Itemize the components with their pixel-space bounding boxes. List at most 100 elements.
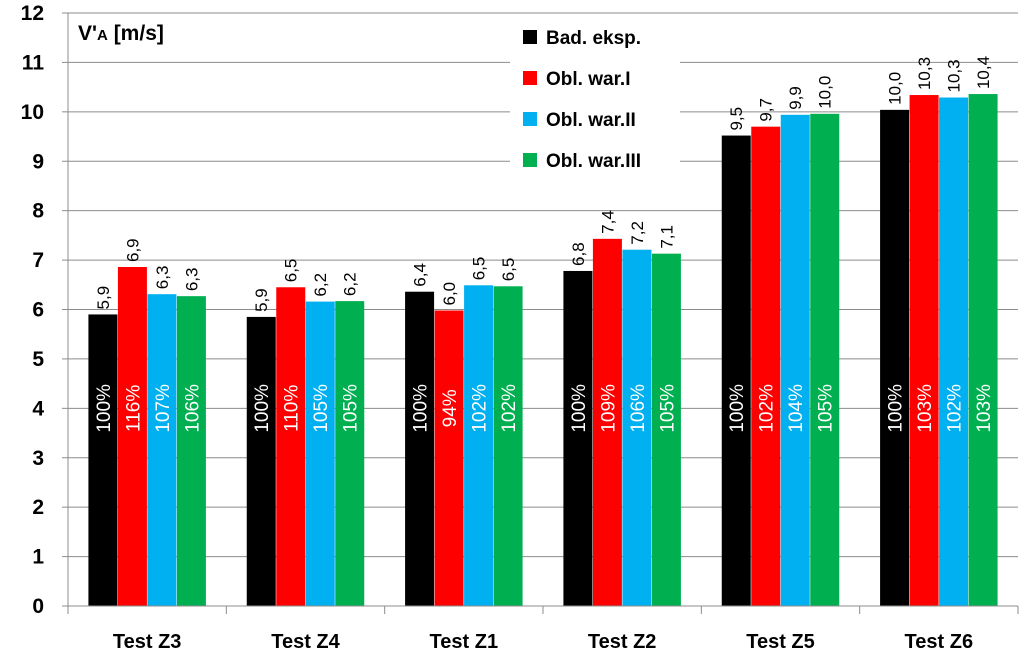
bar xyxy=(434,310,464,606)
bar-value-label: 10,3 xyxy=(915,57,934,90)
y-tick-label: 5 xyxy=(32,348,44,371)
bar-percent-label: 106% xyxy=(628,384,649,433)
bar-value-label: 6,5 xyxy=(470,257,489,281)
bar-value-label: 10,4 xyxy=(974,56,993,89)
bar-percent-label: 102% xyxy=(945,384,966,433)
bar-value-label: 6,8 xyxy=(569,242,588,266)
bar xyxy=(147,294,177,606)
bar xyxy=(464,285,494,606)
bar xyxy=(563,270,593,606)
legend-label: Obl. war.II xyxy=(546,110,636,131)
bar-percent-label: 102% xyxy=(757,384,778,433)
bar xyxy=(405,291,435,606)
y-tick-label: 0 xyxy=(32,595,44,618)
bar xyxy=(780,114,810,606)
y-axis-label-subscript: A xyxy=(97,27,108,44)
bar-value-label: 6,9 xyxy=(123,238,142,262)
y-axis-label: V'A [m/s] xyxy=(78,22,164,45)
legend-swatch xyxy=(523,153,537,167)
bar xyxy=(493,286,523,606)
data-labels: 5,9 100% 5,9 100% 6,4 100% 6,8 100% 9,5 100% 10,0 1… xyxy=(94,56,995,433)
x-category-label: Test Z3 xyxy=(113,631,182,653)
y-tick-label: 10 xyxy=(21,101,44,124)
y-axis-label-background xyxy=(74,14,194,48)
legend-swatch xyxy=(523,71,537,85)
bar-percent-label: 94% xyxy=(440,389,461,427)
bar-percent-label: 110% xyxy=(282,385,303,432)
bar-value-label: 10,0 xyxy=(816,76,835,109)
y-tick-label: 9 xyxy=(32,150,44,173)
bar-value-label: 5,9 xyxy=(252,288,271,312)
y-tick-label: 2 xyxy=(32,496,44,519)
y-axis-label-main: V' xyxy=(78,22,97,45)
bar-value-label: 6,2 xyxy=(311,273,330,297)
y-tick-label: 8 xyxy=(32,200,44,223)
y-axis-label-group: V'A [m/s] xyxy=(74,14,194,48)
legend-label: Obl. war.I xyxy=(546,69,630,90)
bar-value-label: 6,4 xyxy=(411,263,430,287)
bar-percent-label: 100% xyxy=(727,384,748,433)
bar-percent-label: 102% xyxy=(470,384,491,433)
legend-swatch xyxy=(523,112,537,126)
bar xyxy=(88,314,118,606)
legend-label: Bad. eksp. xyxy=(546,28,641,49)
bar-value-label: 7,2 xyxy=(628,221,647,245)
bar-value-label: 9,7 xyxy=(757,98,776,122)
legend-label: Obl. war.III xyxy=(546,151,641,172)
bar-value-label: 10,3 xyxy=(945,59,964,92)
bar xyxy=(939,97,969,606)
bar-value-label: 7,4 xyxy=(598,210,617,234)
bar-value-label: 6,5 xyxy=(499,258,518,282)
bar-percent-label: 105% xyxy=(816,384,837,433)
bar-value-label: 7,1 xyxy=(657,225,676,249)
bar-percent-label: 104% xyxy=(786,384,807,433)
bar-value-label: 10,0 xyxy=(886,72,905,105)
bar-percent-label: 107% xyxy=(153,384,174,433)
bars xyxy=(88,94,998,607)
bar xyxy=(335,301,365,606)
x-category-label: Test Z4 xyxy=(271,631,340,653)
bar-percent-label: 103% xyxy=(974,384,995,433)
bar-percent-label: 100% xyxy=(252,384,273,433)
bar-value-label: 9,9 xyxy=(786,86,805,110)
bar-value-label: 5,9 xyxy=(94,286,113,310)
bar xyxy=(117,267,147,606)
bar-percent-label: 102% xyxy=(499,384,520,433)
bar xyxy=(176,296,206,606)
bar-value-label: 6,2 xyxy=(341,272,360,296)
x-category-label: Test Z2 xyxy=(588,631,657,653)
y-tick-label: 1 xyxy=(32,546,44,569)
y-tick-label: 11 xyxy=(22,51,45,74)
bar xyxy=(276,287,306,606)
bar xyxy=(751,126,781,607)
legend: Bad. eksp. Obl. war.I Obl. war.II Obl. war.… xyxy=(510,22,680,192)
bar-value-label: 6,0 xyxy=(440,282,459,306)
x-category-label: Test Z1 xyxy=(430,631,499,653)
legend-swatch xyxy=(523,30,537,44)
x-category-label: Test Z6 xyxy=(905,631,974,653)
bar xyxy=(909,95,939,606)
bar xyxy=(968,94,998,606)
y-tick-label: 7 xyxy=(32,249,44,272)
y-tick-label: 12 xyxy=(21,2,44,25)
bar xyxy=(880,109,910,607)
y-tick-label: 6 xyxy=(32,299,44,322)
bar xyxy=(651,253,681,606)
bar-percent-label: 103% xyxy=(915,384,936,433)
bar-percent-label: 105% xyxy=(311,384,332,433)
bar-percent-label: 106% xyxy=(182,384,203,433)
bar xyxy=(592,238,622,606)
bar-percent-label: 105% xyxy=(341,384,362,433)
bar-value-label: 6,3 xyxy=(153,266,172,290)
bar-percent-label: 100% xyxy=(886,384,907,433)
bar xyxy=(622,249,652,607)
y-axis-label-unit: [m/s] xyxy=(108,22,164,45)
bar xyxy=(305,301,335,606)
bar-percent-label: 100% xyxy=(411,384,432,433)
bar-percent-label: 109% xyxy=(598,384,619,433)
bar-value-label: 9,5 xyxy=(727,107,746,131)
bar-percent-label: 116% xyxy=(123,385,144,432)
